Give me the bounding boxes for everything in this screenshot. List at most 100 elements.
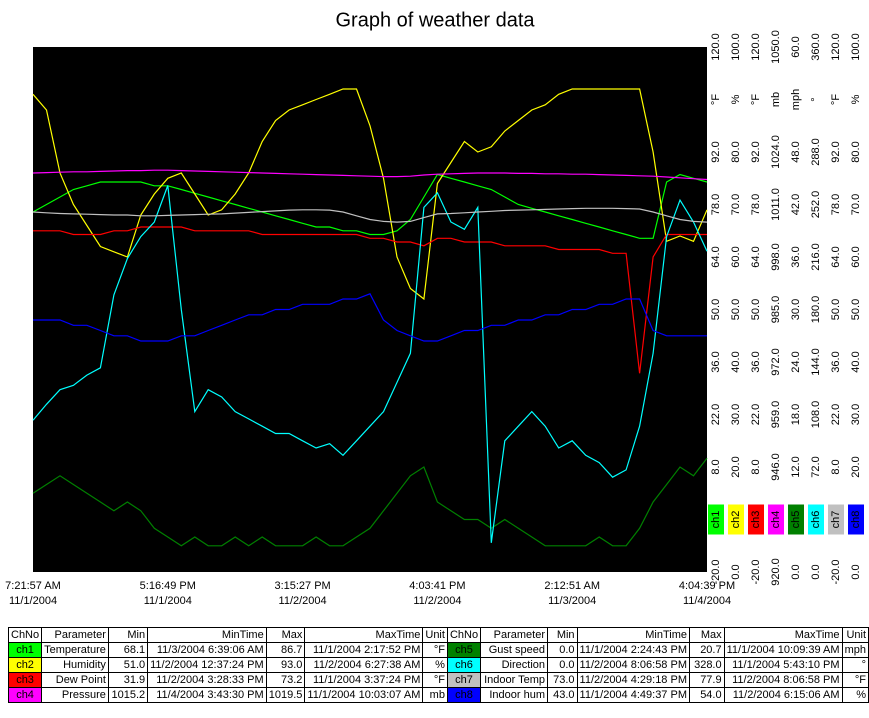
y-tick-label: 0.0 bbox=[850, 564, 862, 579]
y-tick-label: 30.0 bbox=[850, 404, 862, 425]
table-cell: 73.0 bbox=[547, 672, 578, 688]
table-header-row: ChNo Parameter Min MinTime Max MaxTime Unit ChN… bbox=[7, 627, 869, 643]
channel-swatch bbox=[728, 504, 744, 535]
table-cell: 11/2/2004 3:28:33 PM bbox=[147, 672, 267, 688]
x-tick-label: 4:04:39 PM bbox=[679, 580, 735, 592]
table-cell: Pressure bbox=[41, 687, 109, 703]
y-tick-label: 120.0 bbox=[710, 33, 722, 61]
y-tick-label: -20.0 bbox=[830, 559, 842, 584]
series-line bbox=[33, 293, 707, 342]
x-tick-label: 11/3/2004 bbox=[548, 595, 596, 607]
y-tick-label: 70.0 bbox=[850, 194, 862, 215]
y-tick-label: 100.0 bbox=[850, 33, 862, 61]
y-tick-label: 12.0 bbox=[790, 456, 802, 477]
y-tick-label: 36.0 bbox=[750, 351, 762, 372]
y-tick-label: 1024.0 bbox=[770, 135, 782, 169]
header-cell: MinTime bbox=[147, 627, 267, 643]
y-tick-label: 0.0 bbox=[730, 564, 742, 579]
x-tick-label: 2:12:51 AM bbox=[544, 580, 600, 592]
channel-cell: ch7 bbox=[446, 672, 482, 688]
header-cell: Min bbox=[107, 627, 149, 643]
y-tick-label: 80.0 bbox=[730, 141, 742, 162]
table-cell: Humidity bbox=[41, 657, 109, 673]
y-tick-label: 64.0 bbox=[750, 246, 762, 267]
channel-swatch bbox=[808, 504, 824, 535]
y-tick-label: 216.0 bbox=[810, 243, 822, 271]
y-tick-label: 72.0 bbox=[810, 456, 822, 477]
x-tick-label: 7:21:57 AM bbox=[5, 580, 61, 592]
channel-cell: ch4 bbox=[7, 687, 43, 703]
y-tick-label: 92.0 bbox=[830, 141, 842, 162]
axis-unit: °F bbox=[830, 94, 842, 105]
table-row: ch4 Pressure 1015.2 11/4/2004 3:43:30 PM 101… bbox=[7, 687, 869, 703]
y-tick-label: 920.0 bbox=[770, 558, 782, 586]
y-tick-label: 40.0 bbox=[730, 351, 742, 372]
table-cell: 328.0 bbox=[688, 657, 725, 673]
channel-cell: ch6 bbox=[446, 657, 482, 673]
axis-unit: mb bbox=[770, 92, 782, 107]
channel-cell: ch1 bbox=[7, 642, 43, 658]
table-cell: 11/1/2004 2:24:43 PM bbox=[576, 642, 690, 658]
y-tick-label: 78.0 bbox=[710, 194, 722, 215]
table-cell: 11/1/2004 10:09:39 AM bbox=[723, 642, 843, 658]
y-tick-label: 30.0 bbox=[790, 299, 802, 320]
series-line bbox=[32, 457, 708, 547]
table-cell: mb bbox=[422, 687, 448, 703]
table-cell: 11/1/2004 4:49:37 PM bbox=[576, 687, 690, 703]
y-tick-label: 360.0 bbox=[810, 33, 822, 61]
y-tick-label: 22.0 bbox=[750, 404, 762, 425]
channel-label: ch1 bbox=[710, 511, 722, 529]
y-tick-label: 252.0 bbox=[810, 191, 822, 219]
y-tick-label: 80.0 bbox=[850, 141, 862, 162]
stats-table: ChNo Parameter Min MinTime Max MaxTime Unit ChN… bbox=[7, 627, 869, 703]
channel-swatch bbox=[768, 504, 784, 535]
y-tick-label: 18.0 bbox=[790, 404, 802, 425]
y-tick-label: 50.0 bbox=[710, 299, 722, 320]
axis-unit: % bbox=[730, 94, 742, 104]
y-tick-label: 36.0 bbox=[830, 351, 842, 372]
y-tick-label: 972.0 bbox=[770, 348, 782, 376]
y-tick-label: 36.0 bbox=[790, 246, 802, 267]
plot-area bbox=[33, 47, 707, 572]
table-cell: Direction bbox=[480, 657, 549, 673]
channel-cell: ch5 bbox=[446, 642, 482, 658]
header-cell: Unit bbox=[422, 627, 448, 643]
table-cell: 20.7 bbox=[688, 642, 725, 658]
table-row: ch3 Dew Point 31.9 11/2/2004 3:28:33 PM 73.2… bbox=[7, 672, 869, 688]
table-cell: 11/1/2004 3:37:24 PM bbox=[304, 672, 424, 688]
table-cell: Indoor hum bbox=[480, 687, 549, 703]
x-tick-label: 4:03:41 PM bbox=[409, 580, 465, 592]
table-cell: 0.0 bbox=[547, 642, 578, 658]
series-line bbox=[32, 88, 708, 301]
y-tick-label: 40.0 bbox=[850, 351, 862, 372]
y-tick-label: 60.0 bbox=[730, 246, 742, 267]
y-tick-label: 144.0 bbox=[810, 348, 822, 376]
y-tick-label: 180.0 bbox=[810, 296, 822, 324]
table-cell: mph bbox=[841, 642, 869, 658]
x-tick-label: 11/1/2004 bbox=[144, 595, 192, 607]
series-line bbox=[32, 185, 708, 543]
y-tick-label: 1050.0 bbox=[770, 30, 782, 64]
table-row: ch1 Temperature 68.1 11/3/2004 6:39:06 AM 86… bbox=[7, 642, 869, 658]
channel-label: ch2 bbox=[730, 511, 742, 529]
table-cell: 0.0 bbox=[547, 657, 578, 673]
channel-label: ch7 bbox=[830, 511, 842, 529]
y-tick-label: 959.0 bbox=[770, 401, 782, 429]
axis-unit: % bbox=[850, 94, 862, 104]
table-cell: % bbox=[422, 657, 448, 673]
channel-swatch bbox=[708, 504, 724, 535]
channel-cell: ch8 bbox=[446, 687, 482, 703]
series-line bbox=[32, 207, 708, 223]
y-tick-label: 64.0 bbox=[710, 246, 722, 267]
y-tick-label: 108.0 bbox=[810, 401, 822, 429]
channel-swatch bbox=[788, 504, 804, 535]
y-tick-label: 64.0 bbox=[830, 246, 842, 267]
channel-cell: ch2 bbox=[7, 657, 43, 673]
axis-unit: ° bbox=[810, 97, 822, 101]
y-tick-label: 100.0 bbox=[730, 33, 742, 61]
x-tick-label: 11/1/2004 bbox=[9, 595, 57, 607]
table-cell: Indoor Temp bbox=[480, 672, 549, 688]
table-cell: 43.0 bbox=[547, 687, 578, 703]
header-cell: ChNo bbox=[7, 627, 43, 643]
header-cell: MaxTime bbox=[723, 627, 843, 643]
